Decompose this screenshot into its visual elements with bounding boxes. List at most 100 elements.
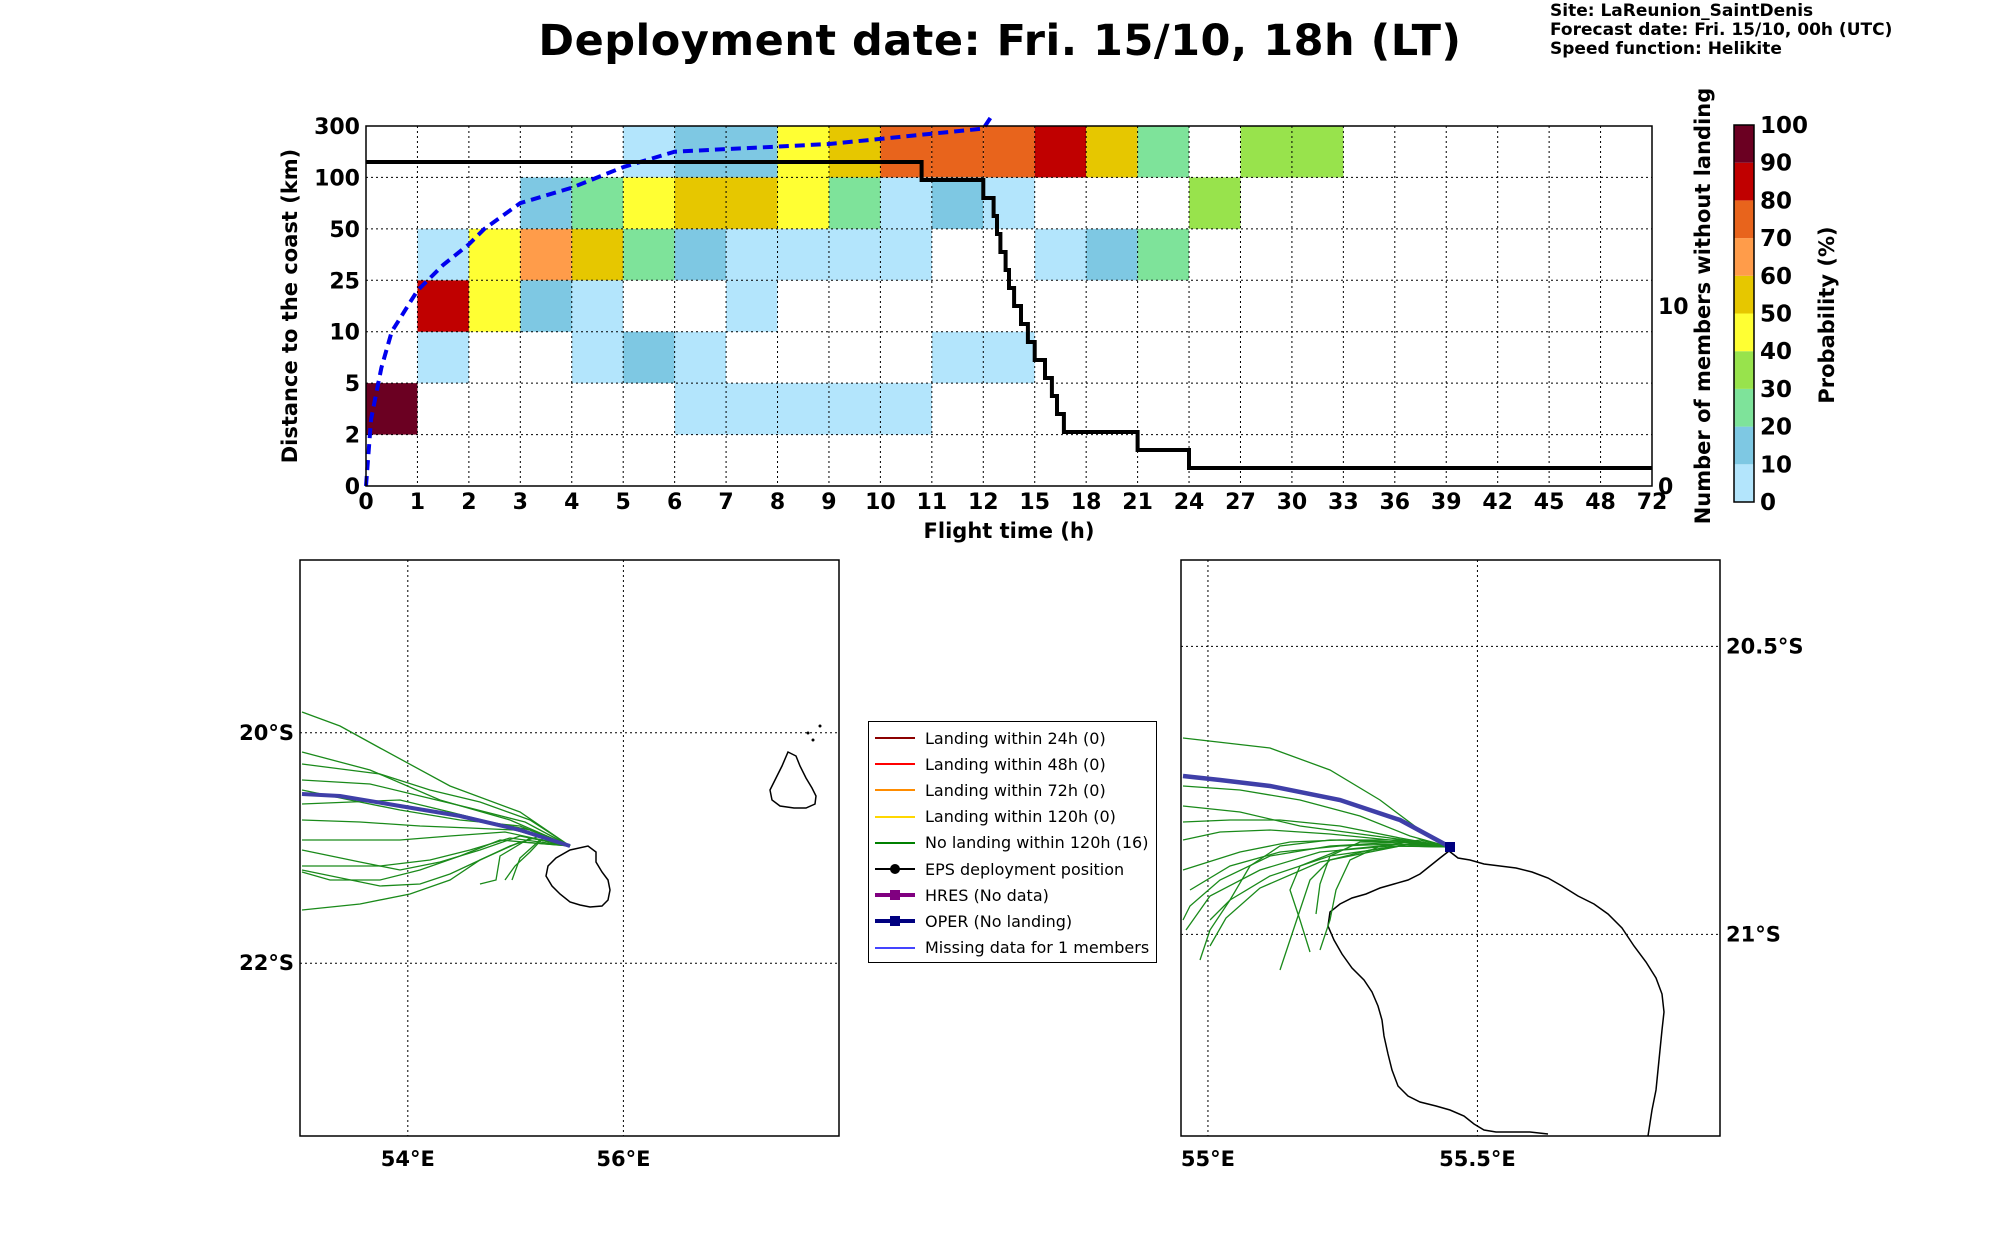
heatmap-cell [1137, 228, 1190, 281]
ensemble-trajectory [301, 835, 571, 871]
map-lon-tick-label: 54°E [381, 1147, 435, 1171]
legend-swatch-icon [875, 859, 915, 879]
reunion-island-outline [545, 845, 611, 908]
heatmap-frame [365, 125, 1653, 487]
legend-label: Landing within 48h (0) [925, 754, 1106, 774]
colorbar-segment [1734, 275, 1754, 314]
heatmap-ticks: 0 1 2 3 4 5 6 7 8 9 10 11 12 15 18 21 24 27 30 33 36 39 42 45 48… [314, 115, 1689, 515]
legend-label: OPER (No landing) [925, 911, 1073, 931]
x-tick-label: 1 [410, 490, 425, 515]
ensemble-trajectory [301, 839, 571, 881]
colorbar-tick-label: 50 [1760, 302, 1792, 328]
colorbar-tick-label: 90 [1760, 151, 1792, 177]
x-tick-label: 30 [1277, 490, 1308, 515]
legend-swatch-icon [875, 754, 915, 774]
x-tick-label: 12 [968, 490, 999, 515]
heatmap-cell [983, 177, 1035, 229]
heatmap-cell [726, 280, 778, 332]
heatmap-cell [417, 331, 469, 384]
heatmap-cells [366, 126, 1344, 435]
colorbar-segment [1734, 388, 1754, 427]
map-lon-tick-label: 56°E [596, 1147, 650, 1171]
page-title: Deployment date: Fri. 15/10, 18h (LT) [538, 16, 1462, 66]
x-tick-label: 39 [1431, 490, 1462, 515]
colorbar-tick-label: 40 [1760, 339, 1792, 365]
heatmap-cell [623, 177, 675, 229]
heatmap-cell [571, 331, 624, 384]
heatmap-grid [366, 126, 1652, 486]
y-tick-label: 10 [329, 321, 360, 346]
forecast-date-label: Forecast date: Fri. 15/10, 00h (UTC) [1550, 20, 1893, 40]
map-lat-tick-label: 21°S [1726, 922, 1781, 946]
legend-label: No landing within 120h (16) [925, 833, 1149, 853]
y-tick-label: 50 [329, 218, 360, 243]
x-tick-label: 36 [1379, 490, 1410, 515]
forecast-metadata: Site: LaReunion_SaintDenis Forecast date… [1550, 2, 1892, 59]
legend-swatch-icon [875, 807, 915, 827]
x-tick-label: 0 [358, 490, 373, 515]
heatmap-lines [364, 114, 1652, 487]
heatmap-cell [931, 331, 984, 384]
x-tick-label: 45 [1534, 490, 1565, 515]
colorbar: 0 10 20 30 40 50 60 70 80 90 100 [1733, 113, 1808, 516]
heatmap-cell [623, 126, 675, 178]
colorbar-segment [1734, 464, 1754, 502]
heatmap-cell [828, 383, 881, 435]
heatmap-cell [520, 280, 572, 332]
legend-item: HRES (No data) [875, 882, 1156, 908]
legend-label: Landing within 120h (0) [925, 807, 1116, 827]
heatmap-cell [880, 177, 932, 229]
x-tick-label: 24 [1174, 490, 1205, 515]
ensemble-trajectory [1209, 845, 1451, 947]
ensemble-trajectory [301, 711, 571, 847]
small-island-dot [806, 731, 810, 735]
heatmap-cell [726, 126, 778, 178]
heatmap-cell [1034, 228, 1087, 281]
heatmap-cell [1086, 126, 1138, 178]
heatmap-cell [983, 126, 1035, 178]
x-tick-label: 2 [461, 490, 476, 515]
ensemble-trajectory [301, 763, 571, 847]
heatmap-cell [674, 228, 727, 281]
colorbar-tick-label: 20 [1760, 415, 1792, 441]
heatmap-cell [623, 228, 675, 281]
secondary-y-axis-label: Number of members without landing [1691, 88, 1715, 525]
heatmap-cell [366, 383, 418, 435]
legend-item: Landing within 48h (0) [875, 751, 1156, 777]
heatmap-cell [726, 228, 778, 281]
ensemble-trajectory [302, 837, 571, 867]
legend-swatch-icon [875, 911, 915, 931]
colorbar-segment [1734, 238, 1754, 276]
colorbar-tick-label: 60 [1760, 264, 1792, 290]
legend-item: Landing within 24h (0) [875, 725, 1156, 751]
x-tick-label: 8 [770, 490, 785, 515]
x-tick-label: 15 [1019, 490, 1050, 515]
x-tick-label: 21 [1122, 490, 1153, 515]
overview-map: 54°E 56°E 20°S 22°S [239, 559, 840, 1171]
y-tick-label: 5 [345, 372, 360, 397]
ensemble-trajectory [1182, 805, 1451, 848]
x-tick-label: 27 [1225, 490, 1256, 515]
legend-label: Missing data for 1 members [925, 938, 1150, 958]
x-tick-label: 9 [821, 490, 836, 515]
y-tick-label: 2 [345, 424, 360, 449]
ensemble-trajectory [1182, 785, 1451, 848]
legend-label: EPS deployment position [925, 859, 1125, 879]
legend-swatch-icon [875, 938, 915, 958]
heatmap-cell [674, 331, 727, 384]
legend-item: Landing within 120h (0) [875, 804, 1156, 830]
oper-deployment-marker [1445, 842, 1455, 852]
heatmap-cell [1034, 126, 1087, 178]
heatmap-cell [417, 228, 469, 281]
y-axis-label: Distance to the coast (km) [278, 149, 302, 464]
heatmap-cell [828, 228, 881, 281]
x-tick-label: 4 [564, 490, 579, 515]
ensemble-trajectory [1182, 829, 1451, 848]
ensemble-trajectory [302, 831, 571, 847]
heatmap-cell [726, 177, 778, 229]
colorbar-segment [1734, 162, 1754, 201]
map-lon-tick-label: 55°E [1181, 1147, 1235, 1171]
legend-swatch-icon [875, 885, 915, 905]
colorbar-tick-label: 30 [1760, 377, 1792, 403]
legend-swatch-icon [875, 833, 915, 853]
